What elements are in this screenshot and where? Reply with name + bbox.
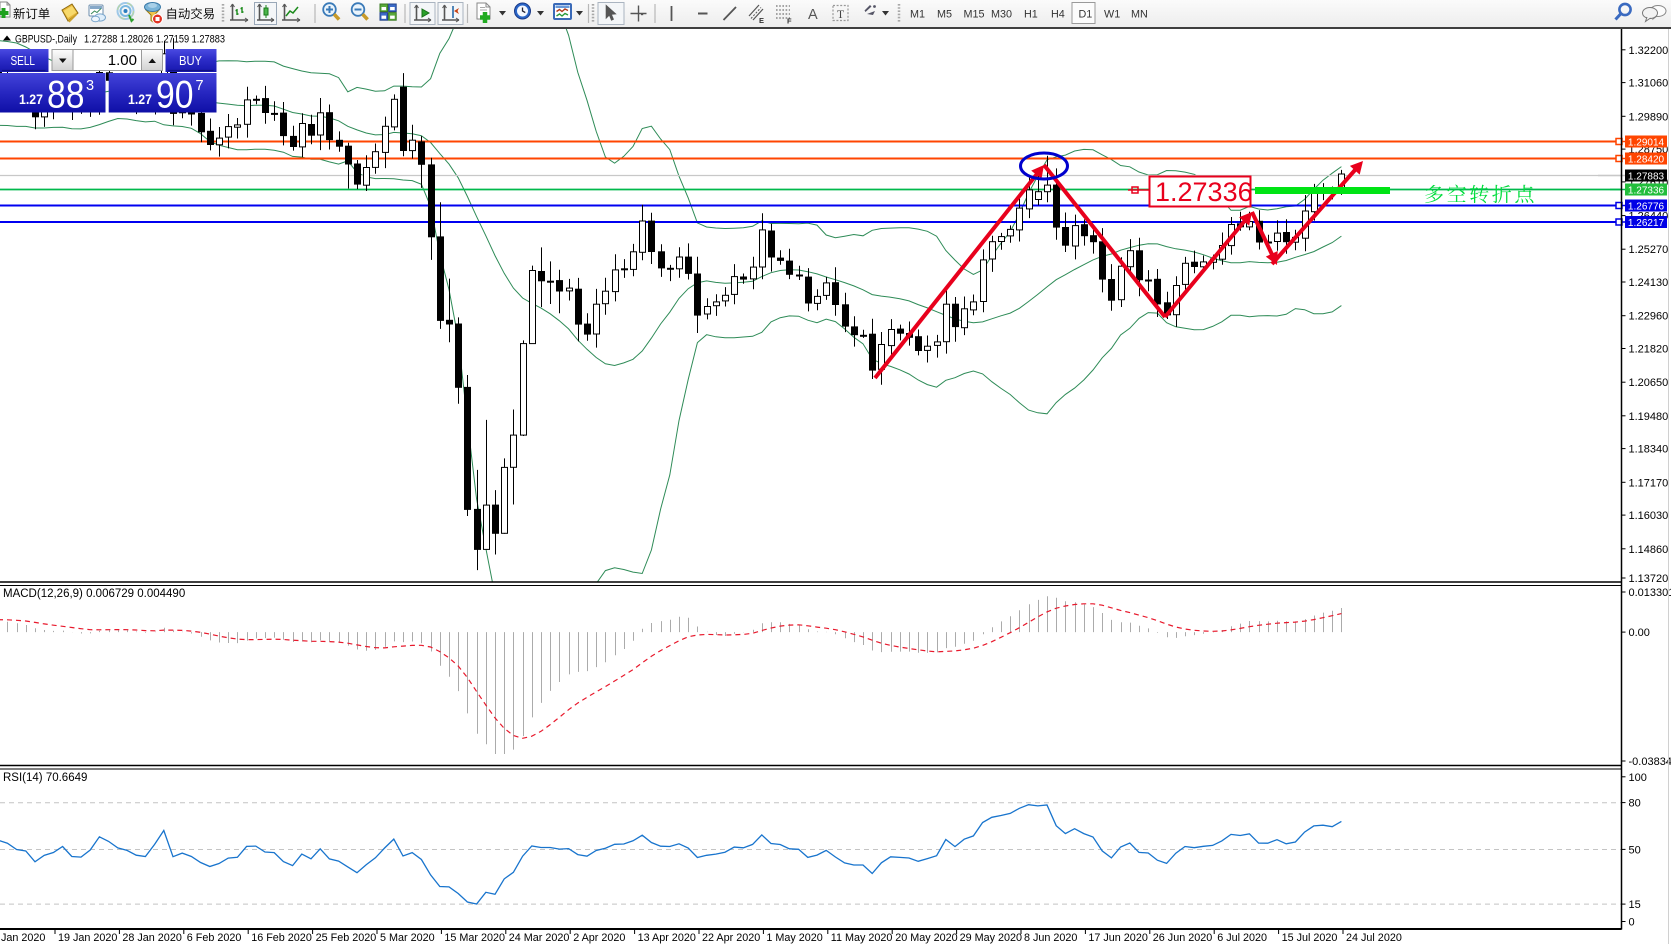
svg-text:RSI(14) 70.6649: RSI(14) 70.6649 [3,772,87,784]
svg-text:Jan 2020: Jan 2020 [1,932,45,944]
svg-text:BUY: BUY [179,53,202,68]
svg-text:1.21820: 1.21820 [1629,344,1669,356]
svg-text:-0.038343: -0.038343 [1629,756,1671,768]
svg-text:50: 50 [1629,844,1641,856]
svg-text:3: 3 [86,78,94,94]
svg-text:8 Jun 2020: 8 Jun 2020 [1024,932,1077,944]
svg-text:15 Jul 2020: 15 Jul 2020 [1282,932,1338,944]
svg-text:16 Feb 2020: 16 Feb 2020 [251,932,312,944]
svg-text:1.27: 1.27 [128,92,152,107]
svg-text:29 May 2020: 29 May 2020 [960,932,1022,944]
svg-text:26 Jun 2020: 26 Jun 2020 [1153,932,1212,944]
svg-text:24 Mar 2020: 24 Mar 2020 [509,932,570,944]
svg-text:M15: M15 [964,9,985,21]
svg-text:1.28420: 1.28420 [1628,155,1665,166]
svg-text:1.27: 1.27 [19,92,43,107]
svg-text:1.17170: 1.17170 [1629,477,1669,489]
svg-text:1.26776: 1.26776 [1628,202,1665,213]
svg-text:24 Jul 2020: 24 Jul 2020 [1346,932,1402,944]
svg-text:13 Apr 2020: 13 Apr 2020 [638,932,696,944]
svg-text:15 Mar 2020: 15 Mar 2020 [444,932,505,944]
svg-text:E: E [759,16,764,25]
svg-text:1 May 2020: 1 May 2020 [766,932,822,944]
svg-text:80: 80 [1629,798,1641,810]
svg-text:2 Apr 2020: 2 Apr 2020 [573,932,625,944]
svg-text:100: 100 [1629,772,1647,784]
svg-text:W1: W1 [1104,9,1120,21]
svg-text:1.20650: 1.20650 [1629,377,1669,389]
svg-text:1.32200: 1.32200 [1629,45,1669,57]
svg-text:28 Jan 2020: 28 Jan 2020 [122,932,181,944]
svg-text:1.16030: 1.16030 [1629,510,1669,522]
svg-text:1.27883: 1.27883 [1628,172,1665,183]
svg-text:MACD(12,26,9) 0.006729 0.00449: MACD(12,26,9) 0.006729 0.004490 [3,588,185,600]
svg-text:19 Jan 2020: 19 Jan 2020 [58,932,117,944]
svg-text:H1: H1 [1024,9,1038,21]
svg-text:D1: D1 [1079,9,1093,21]
svg-text:0.00: 0.00 [1629,627,1650,639]
svg-text:A: A [808,7,818,23]
svg-text:1.13720: 1.13720 [1629,573,1669,585]
svg-text:1.22960: 1.22960 [1629,311,1669,323]
svg-text:1.31060: 1.31060 [1629,78,1669,90]
svg-text:GBPUSD-,Daily: GBPUSD-,Daily [15,34,77,46]
svg-text:T: T [837,9,844,21]
svg-text:1.25270: 1.25270 [1629,244,1669,256]
svg-text:M1: M1 [910,9,925,21]
svg-text:90: 90 [156,74,194,117]
svg-text:MN: MN [1131,9,1148,21]
svg-text:H4: H4 [1051,9,1065,21]
svg-text:1.24130: 1.24130 [1629,277,1669,289]
svg-text:1.27336: 1.27336 [1628,186,1665,197]
svg-text:88: 88 [47,74,85,117]
svg-text:1.14860: 1.14860 [1629,544,1669,556]
svg-text:M5: M5 [937,9,952,21]
svg-text:SELL: SELL [11,53,36,68]
svg-text:1.19480: 1.19480 [1629,411,1669,423]
svg-text:5 Mar 2020: 5 Mar 2020 [380,932,435,944]
svg-text:6 Jul 2020: 6 Jul 2020 [1217,932,1267,944]
svg-text:17 Jun 2020: 17 Jun 2020 [1088,932,1147,944]
svg-text:M30: M30 [991,9,1012,21]
svg-text:6 Feb 2020: 6 Feb 2020 [187,932,242,944]
svg-text:1.00: 1.00 [108,52,137,69]
svg-text:1.27288 1.28026 1.27159 1.2788: 1.27288 1.28026 1.27159 1.27883 [84,34,225,46]
svg-text:22 Apr 2020: 22 Apr 2020 [702,932,760,944]
svg-text:1.29890: 1.29890 [1629,111,1669,123]
svg-text:0.013301: 0.013301 [1629,587,1671,599]
svg-text:11 May 2020: 11 May 2020 [831,932,893,944]
svg-text:1.27336: 1.27336 [1155,177,1253,207]
svg-text:7: 7 [196,78,204,94]
svg-text:1.18340: 1.18340 [1629,444,1669,456]
svg-text:20 May 2020: 20 May 2020 [895,932,957,944]
svg-text:25 Feb 2020: 25 Feb 2020 [316,932,377,944]
svg-text:0: 0 [1629,917,1635,929]
svg-text:1.26217: 1.26217 [1628,218,1665,229]
svg-text:F: F [787,17,792,26]
svg-text:1.29014: 1.29014 [1628,138,1665,149]
svg-text:15: 15 [1629,899,1641,911]
